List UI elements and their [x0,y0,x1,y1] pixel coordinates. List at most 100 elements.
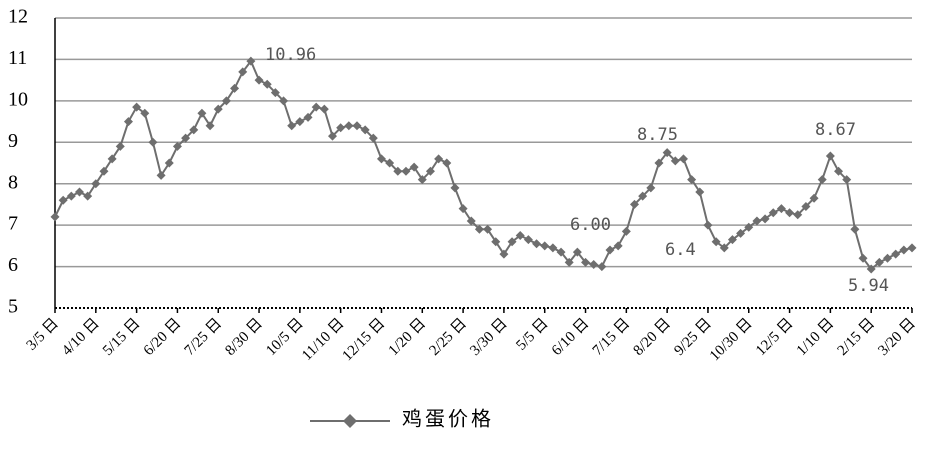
point-marker [760,214,770,224]
y-tick-label: 11 [8,47,27,69]
point-marker [83,191,93,201]
point-marker [589,260,599,269]
point-marker [434,154,444,164]
point-marker [99,166,109,176]
point-marker [523,235,533,245]
point-marker [66,191,76,201]
point-marker [156,170,166,180]
point-marker [295,117,305,127]
point-marker [409,162,419,172]
point-marker [352,121,362,131]
point-marker [230,83,240,93]
annotation: 8.75 [637,125,678,145]
point-marker [425,166,435,176]
point-marker [727,235,737,245]
point-marker [809,193,819,203]
point-marker [442,158,452,168]
point-marker [262,79,272,89]
point-marker [376,154,386,164]
point-marker [50,212,60,222]
x-tick-label: 3/30 日 [467,316,510,359]
series-line [54,59,913,271]
point-marker [874,257,884,267]
point-marker [891,249,901,259]
point-marker [115,141,125,151]
point-marker [91,179,101,189]
point-marker [213,104,223,114]
point-marker [344,121,354,131]
point-marker [842,175,852,185]
point-marker [474,224,484,234]
x-tick-label: 7/25 日 [182,316,225,359]
point-marker [540,241,550,251]
point-marker [319,104,329,114]
point-marker [148,137,158,147]
x-tick-label: 12/15 日 [340,316,389,365]
x-tick-label: 1/10 日 [794,316,837,359]
y-tick-label: 5 [8,296,18,318]
point-marker [279,96,289,106]
x-tick-label: 10/30 日 [707,316,756,365]
point-marker [687,175,697,185]
y-tick-label: 9 [8,130,18,152]
point-marker [866,264,876,274]
y-tick-label: 8 [8,171,18,193]
point-marker [883,253,893,263]
point-marker [270,88,280,98]
point-marker [752,216,762,226]
x-tick-label: 8/20 日 [631,316,674,359]
point-marker [899,245,909,255]
y-tick-label: 7 [8,213,18,235]
point-marker [311,102,321,112]
point-marker [393,166,403,176]
point-marker [605,245,615,255]
point-marker [360,125,370,135]
point-marker [817,175,827,185]
x-tick-label: 3/20 日 [875,316,918,359]
point-marker [507,237,517,247]
y-tick-label: 6 [8,254,18,276]
point-marker [221,96,231,106]
point-marker [638,191,648,201]
point-marker [711,237,721,247]
point-marker [140,108,150,118]
point-marker [328,131,338,141]
point-marker [491,237,501,247]
point-marker [719,243,729,253]
x-tick-label: 4/10 日 [59,316,102,359]
x-tick-label: 7/15 日 [590,316,633,359]
point-marker [785,208,795,218]
point-marker [189,125,199,135]
point-marker [238,67,248,77]
legend-label: 鸡蛋价格 [402,408,494,431]
point-marker [597,262,607,272]
point-marker [417,175,427,185]
annotation: 8.67 [815,120,856,140]
point-marker [336,123,346,133]
x-tick-label: 6/20 日 [141,316,184,359]
x-tick-label: 12/5 日 [753,316,796,359]
point-marker [581,257,591,267]
point-marker [123,117,133,127]
point-marker [450,183,460,193]
annotation: 6.00 [570,215,611,235]
point-marker [132,102,142,112]
x-tick-label: 6/10 日 [549,316,592,359]
x-tick-label: 2/25 日 [426,316,469,359]
point-marker [654,158,664,168]
x-tick-label: 2/15 日 [835,316,878,359]
point-marker [825,151,835,161]
legend-marker [343,414,357,428]
annotation: 10.96 [265,45,316,65]
point-marker [629,199,639,209]
point-marker [172,141,182,151]
point-marker [548,243,558,253]
y-tick-label: 10 [8,88,28,110]
point-marker [515,231,525,240]
point-marker [613,241,623,251]
point-marker [287,121,297,131]
point-marker [736,228,746,238]
point-marker [466,216,476,226]
point-marker [678,154,688,164]
